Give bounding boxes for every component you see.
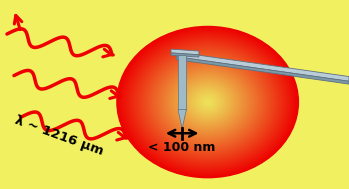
Ellipse shape [164,66,251,138]
Ellipse shape [175,75,240,129]
Ellipse shape [201,96,214,108]
Polygon shape [171,53,199,57]
Ellipse shape [118,27,297,177]
Ellipse shape [126,34,289,170]
Ellipse shape [120,29,295,175]
Ellipse shape [152,56,263,148]
Polygon shape [178,55,186,110]
Ellipse shape [142,47,274,157]
Ellipse shape [183,81,233,123]
Ellipse shape [205,100,210,104]
Ellipse shape [141,46,275,158]
Ellipse shape [190,87,226,117]
Ellipse shape [150,54,266,150]
Ellipse shape [148,52,268,152]
Ellipse shape [180,79,235,125]
Ellipse shape [177,77,238,128]
Ellipse shape [187,85,228,119]
Text: < 100 nm: < 100 nm [148,141,216,154]
Ellipse shape [172,73,243,131]
Ellipse shape [188,86,227,118]
Ellipse shape [161,63,254,141]
Ellipse shape [160,62,255,142]
Ellipse shape [204,99,211,105]
Ellipse shape [159,61,257,143]
Ellipse shape [135,42,280,163]
Ellipse shape [158,60,258,144]
Ellipse shape [199,94,217,110]
Ellipse shape [122,31,293,173]
Text: λ ~ 1216 μm: λ ~ 1216 μm [13,113,105,158]
Ellipse shape [184,82,231,122]
Ellipse shape [127,35,288,169]
Ellipse shape [192,89,223,115]
Ellipse shape [119,28,296,176]
Ellipse shape [154,58,261,146]
Ellipse shape [124,32,291,172]
Ellipse shape [157,60,259,145]
Polygon shape [171,49,199,55]
Ellipse shape [169,70,246,134]
Ellipse shape [117,26,298,178]
Ellipse shape [151,55,265,149]
Ellipse shape [194,91,221,113]
Ellipse shape [179,78,236,126]
Ellipse shape [125,33,290,171]
Polygon shape [176,57,349,84]
Polygon shape [176,52,349,81]
Ellipse shape [136,43,279,162]
Ellipse shape [207,101,209,103]
Ellipse shape [203,98,212,106]
Ellipse shape [176,76,239,129]
Ellipse shape [178,77,237,127]
Ellipse shape [132,39,284,165]
Ellipse shape [191,88,225,116]
Ellipse shape [168,69,247,135]
Ellipse shape [144,49,271,155]
Ellipse shape [156,59,260,146]
Ellipse shape [200,95,216,109]
Ellipse shape [153,57,262,147]
Ellipse shape [171,72,244,132]
Ellipse shape [146,51,269,153]
Ellipse shape [166,67,250,137]
Ellipse shape [186,84,229,120]
Ellipse shape [138,43,278,161]
Polygon shape [178,110,186,129]
Ellipse shape [185,83,230,121]
Ellipse shape [145,50,270,154]
Ellipse shape [162,64,253,140]
Ellipse shape [195,92,220,112]
Ellipse shape [139,44,277,160]
Ellipse shape [121,30,294,174]
Ellipse shape [143,48,272,156]
Ellipse shape [128,36,287,168]
Ellipse shape [149,53,267,151]
Ellipse shape [134,41,281,163]
Ellipse shape [140,45,276,159]
Ellipse shape [198,94,218,111]
Ellipse shape [170,71,245,133]
Ellipse shape [129,37,286,167]
Ellipse shape [133,40,282,164]
Ellipse shape [131,38,285,166]
Ellipse shape [196,93,219,112]
Ellipse shape [174,74,242,130]
Ellipse shape [181,80,234,124]
Ellipse shape [193,90,222,114]
Ellipse shape [163,65,252,139]
Ellipse shape [167,68,248,136]
Ellipse shape [202,97,213,107]
